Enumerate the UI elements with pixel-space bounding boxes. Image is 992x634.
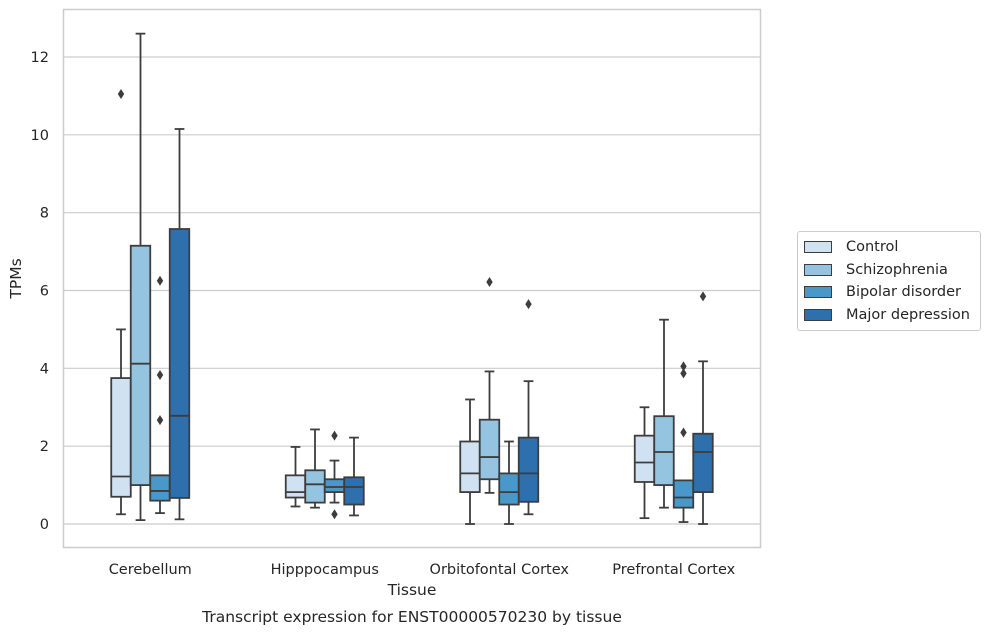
legend-label: Schizophrenia <box>846 261 948 278</box>
box-schizophrenia <box>478 276 501 494</box>
legend-label: Major depression <box>846 306 970 323</box>
box-body <box>478 418 501 481</box>
box-body <box>110 377 132 498</box>
box-bipolar-disorder <box>498 440 520 525</box>
x-axis-label: Tissue <box>387 581 437 599</box>
outlier-point <box>156 415 164 426</box>
y-tick-label: 6 <box>40 284 49 300</box>
x-tick-label: Cerebellum <box>109 562 192 578</box>
box-body <box>653 415 675 486</box>
x-tick-label: Orbitofontal Cortex <box>430 562 570 578</box>
box-body <box>323 478 346 493</box>
box-schizophrenia <box>129 32 152 522</box>
box-body <box>517 436 540 503</box>
legend-item: Bipolar disorder <box>798 281 980 304</box>
box-control <box>459 398 481 525</box>
box-body <box>129 244 152 486</box>
box-control <box>284 446 307 508</box>
box-body <box>284 474 307 499</box>
legend-swatch <box>804 263 832 276</box>
outlier-point <box>680 427 687 438</box>
box-body <box>498 472 520 506</box>
legend-item: Control <box>798 236 980 259</box>
legend-swatch <box>804 286 832 299</box>
legend-swatch <box>804 241 832 254</box>
box-major-depression <box>168 128 191 521</box>
box-control <box>633 406 656 520</box>
box-body <box>692 432 714 493</box>
x-axis-ticks: Cerebellum Hipppocampus Orbitofontal Corte… <box>109 562 736 578</box>
box-schizophrenia <box>653 318 675 509</box>
box-body <box>343 476 365 506</box>
legend-swatch <box>804 308 832 321</box>
box-body <box>633 434 656 483</box>
box-bipolar-disorder <box>149 275 171 515</box>
outlier-point <box>117 88 125 99</box>
plot-frame <box>62 8 762 549</box>
y-axis-label: TPMs <box>7 258 25 299</box>
legend-label: Control <box>846 239 899 256</box>
box-bipolar-disorder <box>323 430 346 520</box>
legend: Control Schizophrenia Bipolar disorder Majo… <box>797 231 981 331</box>
outlier-point <box>331 430 338 441</box>
box-body <box>168 228 191 499</box>
outlier-point <box>331 509 338 520</box>
box-major-depression <box>517 299 540 516</box>
outlier-point <box>680 368 687 379</box>
box-groups <box>110 32 714 525</box>
outlier-point <box>680 361 687 372</box>
x-tick-label: Prefrontal Cortex <box>612 562 735 578</box>
outlier-point <box>156 369 164 380</box>
y-tick-label: 12 <box>31 50 49 66</box>
box-body <box>304 469 326 504</box>
outlier-point <box>525 299 532 310</box>
y-tick-label: 2 <box>40 439 49 455</box>
legend-item: Major depression <box>798 304 980 327</box>
y-tick-label: 0 <box>40 517 49 533</box>
box-schizophrenia <box>304 428 326 509</box>
chart-title: Transcript expression for ENST0000057023… <box>201 608 622 626</box>
y-tick-label: 4 <box>40 361 49 377</box>
outlier-point <box>486 276 493 287</box>
box-major-depression <box>343 436 365 517</box>
y-tick-label: 10 <box>31 128 49 144</box>
legend-label: Bipolar disorder <box>846 284 961 301</box>
box-body <box>149 474 171 502</box>
outlier-point <box>699 291 707 302</box>
box-body <box>672 479 695 509</box>
y-axis-ticks: 0 2 4 6 8 10 12 <box>31 50 49 533</box>
box-body <box>459 440 481 493</box>
box-bipolar-disorder <box>672 361 695 523</box>
legend-item: Schizophrenia <box>798 259 980 282</box>
x-tick-label: Hipppocampus <box>271 562 379 578</box>
outlier-point <box>156 275 164 286</box>
y-tick-label: 8 <box>40 206 49 222</box>
box-control <box>110 88 132 516</box>
box-major-depression <box>692 291 714 525</box>
